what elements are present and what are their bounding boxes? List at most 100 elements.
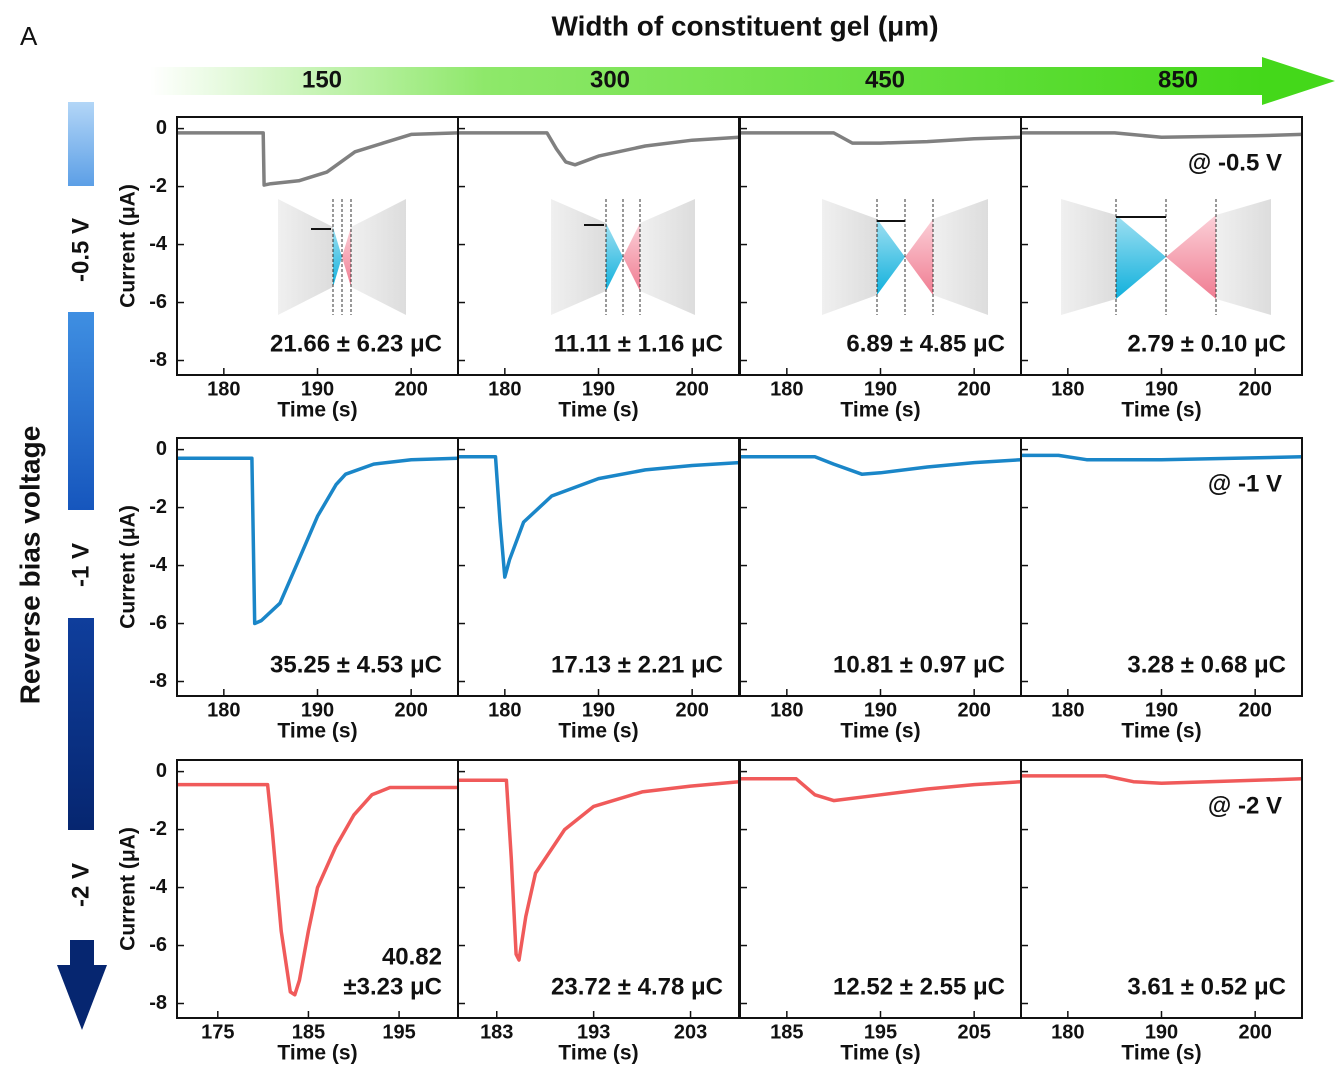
column-label: 850 bbox=[1158, 66, 1198, 93]
x-tick-label: 200 bbox=[1238, 378, 1271, 400]
data-line bbox=[458, 131, 740, 167]
top-arrow-shaft bbox=[150, 67, 1265, 95]
inset-blue bbox=[877, 219, 905, 295]
x-tick-label: 180 bbox=[770, 378, 803, 400]
x-tick-label: 195 bbox=[382, 1021, 415, 1043]
voltage-note: @ -0.5 V bbox=[1188, 149, 1282, 176]
y-tick-label: -8 bbox=[149, 349, 167, 371]
x-tick-label: 200 bbox=[394, 699, 427, 721]
charge-annotation: ±3.23 μC bbox=[343, 973, 442, 1000]
x-axis-label: Time (s) bbox=[558, 720, 638, 743]
charge-annotation: 2.79 ± 0.10 μC bbox=[1127, 330, 1286, 357]
y-tick-label: -2 bbox=[149, 496, 167, 518]
inset-blue bbox=[1116, 215, 1166, 299]
x-tick-label: 190 bbox=[1145, 699, 1178, 721]
x-tick-label: 180 bbox=[488, 699, 521, 721]
x-axis-label: Time (s) bbox=[1121, 399, 1201, 422]
data-line bbox=[1021, 774, 1303, 785]
inset-gel bbox=[551, 199, 606, 315]
x-tick-label: 180 bbox=[770, 699, 803, 721]
x-axis-label: Time (s) bbox=[840, 1042, 920, 1065]
x-tick-label: 190 bbox=[301, 699, 334, 721]
x-tick-label: 193 bbox=[577, 1021, 610, 1043]
data-line bbox=[177, 131, 459, 187]
panel-label: A bbox=[20, 21, 38, 51]
x-tick-label: 180 bbox=[488, 378, 521, 400]
inset-gel bbox=[933, 199, 988, 315]
charge-annotation: 17.13 ± 2.21 μC bbox=[551, 651, 723, 678]
x-tick-label: 183 bbox=[480, 1021, 513, 1043]
y-tick-label: -4 bbox=[149, 876, 168, 898]
inset-gel bbox=[1216, 199, 1271, 315]
plot-frame bbox=[1020, 116, 1303, 376]
data-line bbox=[1021, 453, 1303, 462]
x-tick-label: 180 bbox=[1051, 378, 1084, 400]
inset-blue bbox=[333, 227, 342, 287]
inset-gel bbox=[351, 199, 406, 315]
inset-blue bbox=[606, 223, 623, 291]
y-tick-label: -4 bbox=[149, 233, 168, 255]
row-arrow-head bbox=[57, 965, 107, 1030]
y-tick-label: -8 bbox=[149, 670, 167, 692]
y-tick-label: -6 bbox=[149, 612, 167, 634]
row-bar bbox=[68, 618, 94, 830]
x-tick-label: 190 bbox=[301, 378, 334, 400]
x-tick-label: 180 bbox=[1051, 1021, 1084, 1043]
y-tick-label: -6 bbox=[149, 934, 167, 956]
x-axis-label: Time (s) bbox=[558, 399, 638, 422]
x-tick-label: 200 bbox=[675, 378, 708, 400]
data-line bbox=[177, 782, 458, 997]
charge-annotation: 12.52 ± 2.55 μC bbox=[833, 973, 1005, 1000]
plot-frame bbox=[1020, 759, 1303, 1019]
y-tick-label: -2 bbox=[149, 818, 167, 840]
x-tick-label: 180 bbox=[207, 378, 240, 400]
x-tick-label: 180 bbox=[207, 699, 240, 721]
y-tick-label: -2 bbox=[149, 175, 167, 197]
x-tick-label: 200 bbox=[675, 699, 708, 721]
voltage-note: @ -2 V bbox=[1208, 792, 1282, 819]
y-tick-label: 0 bbox=[156, 438, 167, 460]
x-axis-label: Time (s) bbox=[840, 720, 920, 743]
y-tick-label: -6 bbox=[149, 291, 167, 313]
x-tick-label: 203 bbox=[674, 1021, 707, 1043]
column-label: 450 bbox=[865, 66, 905, 93]
inset-pink bbox=[1166, 215, 1216, 299]
data-line bbox=[740, 131, 1022, 145]
column-axis-title: Width of constituent gel (μm) bbox=[551, 10, 938, 41]
charge-annotation: 10.81 ± 0.97 μC bbox=[833, 651, 1005, 678]
x-axis-label: Time (s) bbox=[840, 399, 920, 422]
x-axis-label: Time (s) bbox=[277, 720, 357, 743]
x-tick-label: 200 bbox=[1238, 699, 1271, 721]
x-tick-label: 200 bbox=[394, 378, 427, 400]
data-line bbox=[458, 778, 740, 962]
x-tick-label: 190 bbox=[582, 699, 615, 721]
inset-pink bbox=[905, 219, 933, 295]
inset-gel bbox=[278, 199, 333, 315]
row-label: -1 V bbox=[67, 543, 94, 587]
top-arrow-head bbox=[1262, 57, 1335, 105]
data-line bbox=[740, 455, 1022, 476]
x-tick-label: 200 bbox=[957, 699, 990, 721]
x-axis-label: Time (s) bbox=[277, 399, 357, 422]
x-tick-label: 185 bbox=[770, 1021, 803, 1043]
data-line bbox=[177, 456, 459, 626]
charge-annotation: 3.61 ± 0.52 μC bbox=[1127, 973, 1286, 1000]
row-label: -2 V bbox=[67, 863, 94, 907]
row-bar bbox=[68, 312, 94, 510]
charge-annotation: 11.11 ± 1.16 μC bbox=[554, 330, 723, 357]
data-line bbox=[458, 455, 740, 579]
row-label: -0.5 V bbox=[67, 218, 94, 282]
x-tick-label: 190 bbox=[864, 699, 897, 721]
x-axis-label: Time (s) bbox=[1121, 1042, 1201, 1065]
charge-annotation: 3.28 ± 0.68 μC bbox=[1127, 651, 1286, 678]
y-tick-label: 0 bbox=[156, 760, 167, 782]
x-tick-label: 190 bbox=[864, 378, 897, 400]
x-tick-label: 200 bbox=[957, 378, 990, 400]
x-axis-label: Time (s) bbox=[1121, 720, 1201, 743]
charge-annotation: 40.82 bbox=[382, 943, 442, 970]
inset-gel bbox=[640, 199, 695, 315]
voltage-note: @ -1 V bbox=[1208, 470, 1282, 497]
charge-annotation: 21.66 ± 6.23 μC bbox=[270, 330, 442, 357]
y-axis-label: Current (μA) bbox=[117, 827, 140, 951]
y-tick-label: -4 bbox=[149, 554, 168, 576]
